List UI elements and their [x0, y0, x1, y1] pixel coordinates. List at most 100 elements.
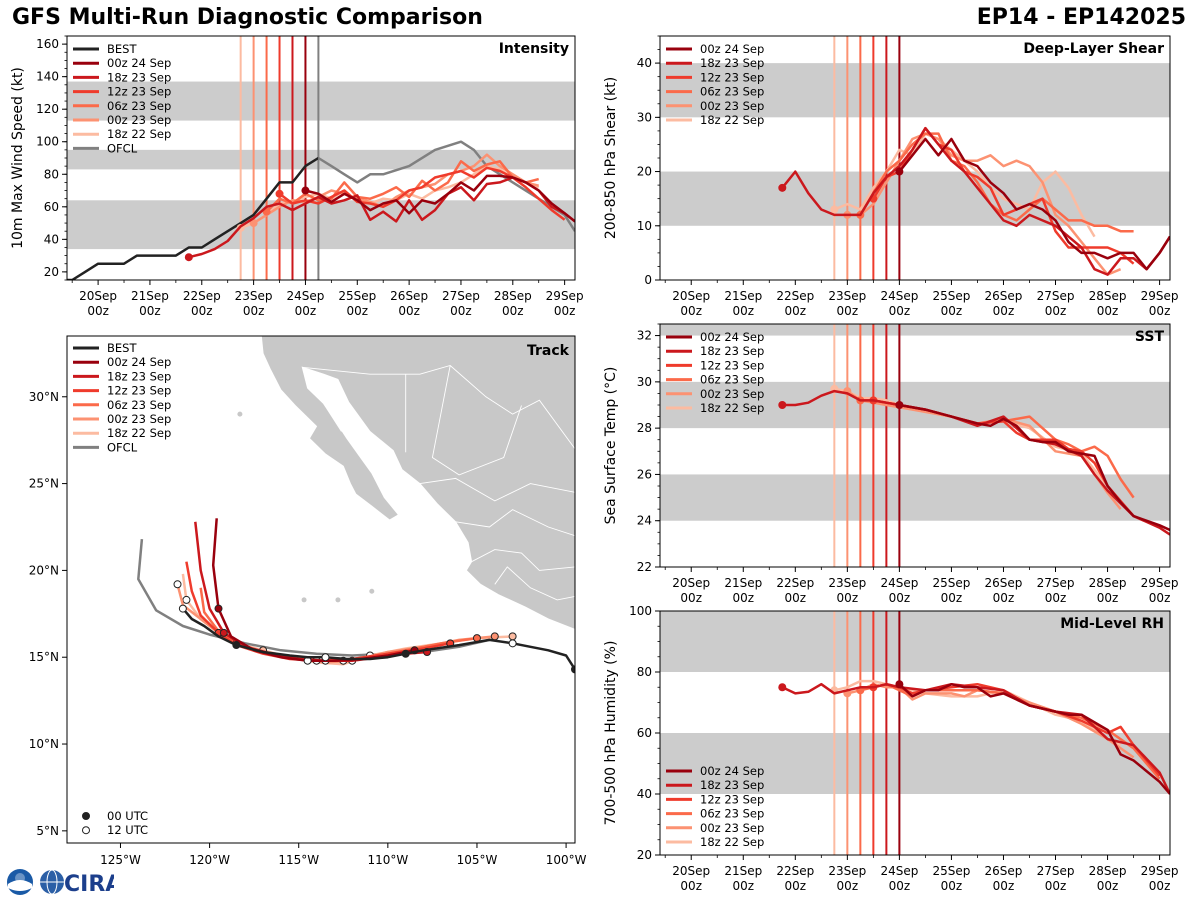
rh-panel: 20 40 60 80 100 700-500 hPa Humidity (%) 20Sep…: [603, 604, 1179, 893]
intensity-panel: 20 40 60 80 100 120 140 160 10m Max Wind Speed (…: [10, 35, 584, 318]
shear-legend-label: 06z 23 Sep: [700, 85, 764, 99]
intensity-y-tick-label: 120: [36, 102, 59, 116]
shear-y-tick-label: 0: [644, 273, 652, 287]
rh-y-tick-label: 80: [637, 665, 652, 679]
rh-panel-title: Mid-Level RH: [1060, 616, 1164, 632]
intensity-x-tick-label: 23Sep: [235, 289, 273, 303]
track-series-12z-23-sep: [185, 561, 451, 662]
track-marker: [490, 632, 499, 641]
shear-x-tick-label: 00z: [680, 304, 702, 318]
intensity-x-tick-label: 27Sep: [442, 289, 480, 303]
shear-x-tick-label: 25Sep: [932, 289, 970, 303]
state-border: [471, 549, 575, 571]
track-panel: 125°W 120°W 115°W 110°W 105°W 100°W 5°N 10°N 15°…: [29, 335, 587, 867]
rh-x-tick-label: 21Sep: [724, 864, 762, 878]
sst-x-tick-label: 00z: [1097, 591, 1119, 605]
marker-legend-symbol: [82, 826, 90, 835]
track-series-best: [181, 607, 575, 671]
sst-y-tick-label: 30: [637, 375, 652, 389]
intensity-y-tick-label: 100: [36, 135, 59, 149]
track-y-tick-label: 10°N: [29, 737, 59, 751]
rh-y-tick-label: 40: [637, 787, 652, 801]
intensity-y-tick-label: 60: [44, 200, 59, 214]
intensity-x-tick-label: 00z: [398, 304, 420, 318]
rh-x-tick-label: 00z: [837, 879, 859, 893]
state-border: [323, 403, 342, 432]
intensity-legend-label: OFCL: [107, 141, 138, 155]
track-legend-label: 18z 22 Sep: [107, 426, 171, 440]
sst-y-axis-label: Sea Surface Temp (°C): [603, 367, 619, 525]
shear-init-point: [830, 205, 839, 214]
intensity-x-tick-label: 00z: [554, 304, 576, 318]
intensity-x-tick-label: 25Sep: [338, 289, 376, 303]
intensity-x-tick-label: 29Sep: [546, 289, 584, 303]
intensity-init-point: [184, 253, 193, 262]
track-marker: [321, 653, 330, 662]
intensity-x-tick-label: 00z: [87, 304, 109, 318]
track-x-tick-label: 125°W: [100, 853, 141, 867]
intensity-panel-title: Intensity: [499, 41, 569, 57]
storm-id: EP14 - EP142025: [976, 5, 1186, 30]
intensity-x-tick-label: 28Sep: [494, 289, 532, 303]
shear-series-06z-23-sep: [859, 132, 1134, 233]
rh-legend-label: 00z 24 Sep: [700, 764, 764, 778]
shear-x-tick-label: 21Sep: [724, 289, 762, 303]
track-x-tick-label: 105°W: [457, 853, 498, 867]
sst-threshold-band: [660, 324, 1170, 336]
track-y-tick-label: 15°N: [29, 650, 59, 664]
intensity-legend-label: 00z 24 Sep: [107, 56, 171, 70]
shear-x-tick-label: 24Sep: [880, 289, 918, 303]
island: [369, 588, 375, 594]
track-legend-label: BEST: [107, 341, 137, 355]
rh-plot-area: [660, 611, 1170, 855]
track-marker: [401, 649, 410, 658]
shear-x-tick-label: 20Sep: [672, 289, 710, 303]
intensity-y-tick-label: 40: [44, 232, 59, 246]
state-border: [455, 509, 575, 537]
shear-panel-title: Deep-Layer Shear: [1023, 41, 1164, 57]
track-legend-label: OFCL: [107, 440, 138, 454]
shear-x-tick-label: 23Sep: [828, 289, 866, 303]
shear-series-00z-24-sep: [898, 137, 1170, 271]
track-y-tick-label: 5°N: [36, 824, 59, 838]
rh-x-tick-label: 00z: [1149, 879, 1171, 893]
shear-x-tick-label: 28Sep: [1089, 289, 1127, 303]
track-x-tick-label: 100°W: [546, 853, 587, 867]
land-mass: [260, 336, 575, 630]
shear-x-tick-label: 00z: [1149, 304, 1171, 318]
track-legend-label: 18z 23 Sep: [107, 369, 171, 383]
sst-x-tick-label: 20Sep: [672, 576, 710, 590]
sst-x-tick-label: 26Sep: [985, 576, 1023, 590]
sst-frame: [659, 323, 1171, 568]
shear-x-tick-label: 00z: [993, 304, 1015, 318]
track-marker: [173, 580, 182, 589]
intensity-legend-label: 06z 23 Sep: [107, 99, 171, 113]
sst-y-tick-label: 24: [637, 514, 652, 528]
intensity-x-tick-label: 00z: [139, 304, 161, 318]
track-plot-area: [137, 336, 575, 674]
intensity-y-tick-label: 140: [36, 70, 59, 84]
intensity-init-point: [301, 186, 310, 195]
track-marker: [178, 604, 187, 613]
rh-threshold-band: [660, 611, 1170, 672]
sst-x-tick-label: 21Sep: [724, 576, 762, 590]
track-marker: [508, 632, 517, 641]
rh-legend-label: 00z 23 Sep: [700, 821, 764, 835]
rh-threshold-band: [660, 733, 1170, 794]
rh-x-tick-label: 27Sep: [1037, 864, 1075, 878]
marker-legend-label: 00 UTC: [107, 809, 148, 823]
intensity-legend-label: 18z 22 Sep: [107, 127, 171, 141]
intensity-y-tick-label: 160: [36, 37, 59, 51]
sst-legend-label: 18z 23 Sep: [700, 344, 764, 358]
track-x-tick-label: 120°W: [189, 853, 230, 867]
marker-legend-symbol: [82, 812, 90, 820]
track-series-00z-24-sep: [211, 518, 415, 662]
shear-plot-area: [660, 36, 1170, 280]
rh-series-00z-24-sep: [898, 682, 1170, 795]
track-x-tick-label: 115°W: [278, 853, 319, 867]
marker-legend-label: 12 UTC: [107, 823, 148, 837]
track-frame: [66, 335, 576, 844]
